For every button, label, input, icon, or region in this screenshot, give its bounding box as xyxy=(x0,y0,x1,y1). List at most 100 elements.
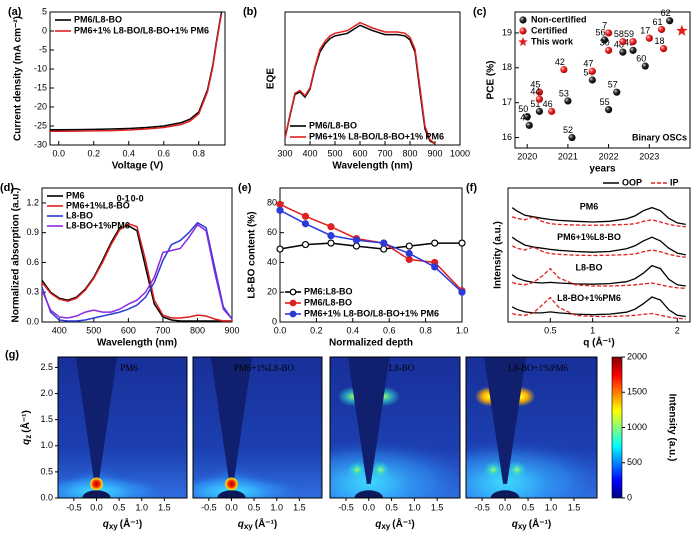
x-tick-label: 2 xyxy=(675,325,680,335)
data-point xyxy=(276,245,284,253)
x-axis-title: q (Å⁻¹) xyxy=(583,336,614,349)
label-unit: (Å⁻¹) xyxy=(19,410,32,433)
x-tick-label: -0.5 xyxy=(66,502,82,512)
sample-label: PM6+1%L8-BO xyxy=(557,232,621,242)
x-tick-label: 0.4 xyxy=(347,325,360,335)
x-tick-label: 800 xyxy=(190,325,205,335)
data-point xyxy=(535,107,544,115)
data-point xyxy=(276,200,284,208)
data-point xyxy=(657,25,666,34)
colorbar-title: Intensity (a.u.) xyxy=(666,394,677,462)
label-unit: (Å⁻¹) xyxy=(120,517,143,530)
label-unit: (Å⁻¹) xyxy=(255,517,278,530)
x-tick-label: -0.5 xyxy=(201,502,217,512)
scatter-feature xyxy=(507,461,527,479)
plot-frame xyxy=(41,187,233,323)
label-sub: xy xyxy=(109,522,118,531)
missing-wedge xyxy=(75,357,118,484)
data-point xyxy=(301,220,310,228)
x-tick-label: 1.0 xyxy=(408,502,421,512)
y-tick-label: 0.0 xyxy=(26,316,39,326)
label-symbol: q xyxy=(21,439,32,445)
data-point xyxy=(431,239,439,247)
y-tick-label: 1.5 xyxy=(40,414,53,424)
plot-frame xyxy=(279,187,463,323)
x-axis-title: Normalized depth xyxy=(329,338,413,349)
scatter-feature xyxy=(484,461,503,479)
data-line xyxy=(279,242,462,250)
y-tick-label: 17 xyxy=(502,97,512,107)
x-tick-label: -0.5 xyxy=(338,502,354,512)
y-tick-label: 1.0 xyxy=(40,440,53,450)
legend-label: L8-BO xyxy=(66,210,93,220)
legend-label: PM6+1%L8-BO xyxy=(66,200,130,210)
y-tick-label: 20 xyxy=(267,287,277,297)
x-tick-label: 1.5 xyxy=(568,502,581,512)
x-tick-label: 2020 xyxy=(517,151,537,161)
x-tick-label: -0.5 xyxy=(474,502,490,512)
data-point xyxy=(629,46,637,54)
y-tick-label: -25 xyxy=(34,120,47,130)
y-tick-label: -5 xyxy=(39,44,47,54)
colorbar-tick-label: 2000 xyxy=(627,351,647,361)
y-tick-label: 19 xyxy=(502,27,512,37)
legend-marker xyxy=(289,310,297,318)
y-tick-label: -15 xyxy=(34,82,47,92)
data-point xyxy=(380,239,388,247)
x-tick-label: 1000 xyxy=(450,148,470,158)
beam-stop xyxy=(354,490,384,498)
data-point xyxy=(431,263,439,271)
x-tick-label: 500 xyxy=(86,325,101,335)
x-tick-label: 0.6 xyxy=(383,325,396,335)
specular-peak xyxy=(224,476,239,491)
missing-wedge xyxy=(210,357,253,484)
scatter-feature xyxy=(193,474,309,498)
y-tick-label: 0.6 xyxy=(26,257,39,267)
x-tick-label: 1.5 xyxy=(431,502,444,512)
data-point xyxy=(600,36,609,44)
point-label: 45 xyxy=(530,80,540,90)
x-tick-label: 900 xyxy=(224,325,239,335)
data-point xyxy=(405,249,413,258)
data-point xyxy=(605,106,613,114)
data-point xyxy=(301,212,310,220)
point-label: 18 xyxy=(655,36,665,46)
x-axis-title: Wavelength (nm) xyxy=(332,161,412,172)
point-label: 30 xyxy=(600,38,610,48)
heatmap-image xyxy=(466,357,597,498)
point-label: 54 xyxy=(583,67,593,77)
data-line xyxy=(511,267,686,290)
x-tick-label: 0.0 xyxy=(274,325,287,335)
panel-label: (b) xyxy=(243,6,257,18)
point-label: 51 xyxy=(530,99,540,109)
panel-label: (g) xyxy=(5,349,19,361)
data-point xyxy=(380,245,388,253)
y-axis-title: PCE (%) xyxy=(486,61,497,100)
point-label: 43 xyxy=(520,113,530,123)
y-tick-label: -20 xyxy=(34,101,47,111)
y-tick-label: 2.5 xyxy=(40,362,53,372)
y-tick-label: 0 xyxy=(272,316,277,326)
legend-label: L8-BO+1%PM6 xyxy=(66,220,130,230)
y-tick-label: -10 xyxy=(34,63,47,73)
data-point xyxy=(659,45,668,53)
panel-label: (c) xyxy=(473,6,487,18)
plot-frame xyxy=(49,11,226,146)
legend-marker xyxy=(289,299,297,307)
label-sub: z xyxy=(24,435,33,439)
data-line xyxy=(511,206,686,226)
data-point xyxy=(535,88,544,96)
plot-frame xyxy=(465,356,598,499)
data-point xyxy=(405,242,413,250)
data-line xyxy=(41,223,233,320)
plot-frame xyxy=(57,356,188,499)
legend-label: PM6/L8-BO xyxy=(309,120,357,130)
x-axis-title: years xyxy=(589,164,616,175)
x-tick-label: 0.2 xyxy=(310,325,323,335)
data-point xyxy=(525,121,533,129)
y-tick-label: 16 xyxy=(502,132,512,142)
data-point xyxy=(629,38,637,46)
point-label: 47 xyxy=(583,59,593,69)
y-tick-label: 2.0 xyxy=(40,388,53,398)
